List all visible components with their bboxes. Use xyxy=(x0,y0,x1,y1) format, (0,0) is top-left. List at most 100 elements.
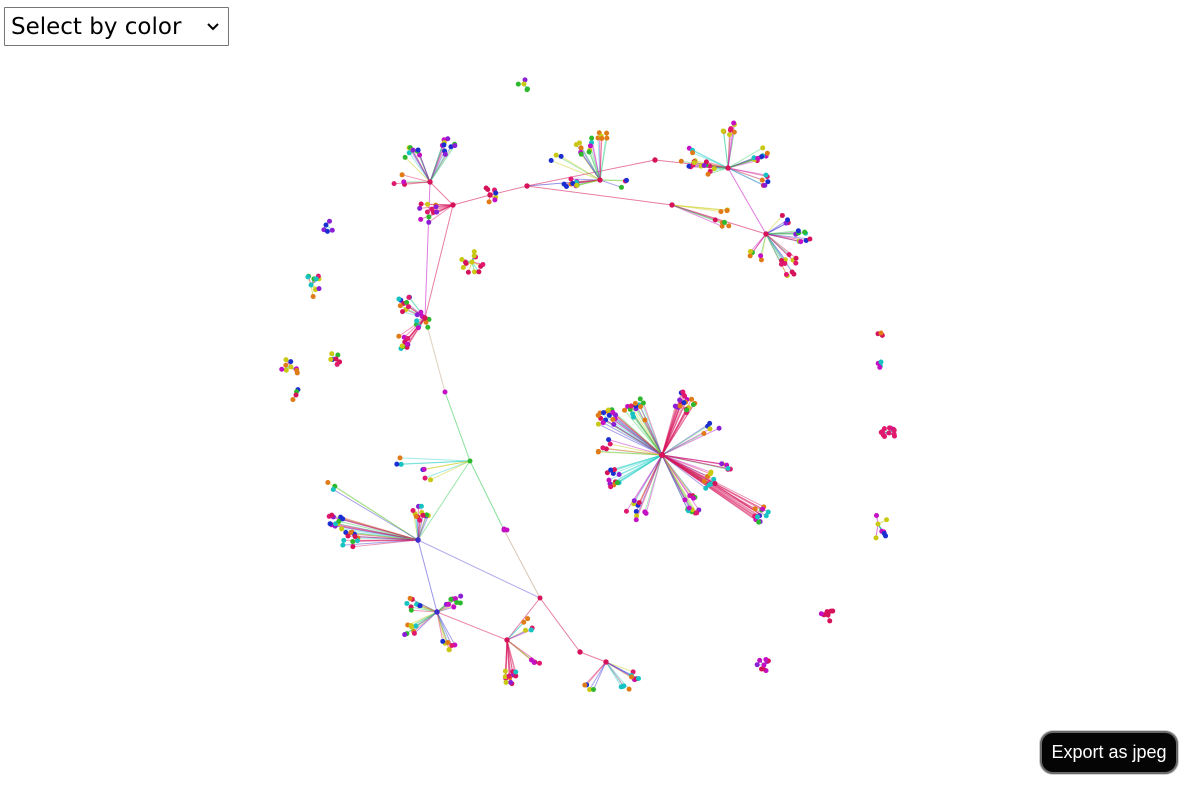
graph-node[interactable] xyxy=(760,145,766,151)
graph-node[interactable] xyxy=(548,157,554,163)
graph-node[interactable] xyxy=(712,481,718,487)
graph-node[interactable] xyxy=(762,182,768,188)
graph-node[interactable] xyxy=(677,403,683,409)
graph-node[interactable] xyxy=(756,519,762,525)
graph-node[interactable] xyxy=(422,315,428,321)
graph-node[interactable] xyxy=(686,505,692,511)
graph-node[interactable] xyxy=(597,177,603,183)
graph-node[interactable] xyxy=(415,537,421,543)
graph-node[interactable] xyxy=(608,484,614,490)
graph-node[interactable] xyxy=(424,209,430,215)
graph-node[interactable] xyxy=(323,222,329,228)
graph-node[interactable] xyxy=(399,172,405,178)
graph-node[interactable] xyxy=(701,478,707,484)
graph-node[interactable] xyxy=(726,223,732,229)
graph-node[interactable] xyxy=(537,595,543,601)
graph-node[interactable] xyxy=(701,431,707,437)
graph-node[interactable] xyxy=(761,662,767,668)
graph-node[interactable] xyxy=(418,309,424,315)
graph-node[interactable] xyxy=(568,176,574,182)
graph-node[interactable] xyxy=(394,461,400,467)
graph-node[interactable] xyxy=(607,441,613,447)
graph-node[interactable] xyxy=(426,219,432,225)
graph-node[interactable] xyxy=(875,521,881,527)
graph-node[interactable] xyxy=(396,333,402,339)
graph-node[interactable] xyxy=(633,508,639,514)
graph-node[interactable] xyxy=(449,642,455,648)
graph-node[interactable] xyxy=(553,152,559,158)
graph-node[interactable] xyxy=(728,126,734,132)
graph-node[interactable] xyxy=(418,216,424,222)
graph-node[interactable] xyxy=(288,359,294,365)
graph-node[interactable] xyxy=(779,258,785,263)
graph-node[interactable] xyxy=(604,135,610,141)
graph-node[interactable] xyxy=(758,253,764,259)
graph-node[interactable] xyxy=(467,458,473,464)
graph-node[interactable] xyxy=(731,129,737,135)
graph-node[interactable] xyxy=(472,269,478,275)
graph-node[interactable] xyxy=(763,513,769,519)
graph-node[interactable] xyxy=(528,627,534,633)
graph-node[interactable] xyxy=(760,506,766,512)
graph-node[interactable] xyxy=(417,603,423,609)
graph-node[interactable] xyxy=(884,517,890,523)
graph-node[interactable] xyxy=(705,171,711,177)
graph-node[interactable] xyxy=(404,341,410,347)
graph-node[interactable] xyxy=(283,357,289,363)
graph-node[interactable] xyxy=(802,229,808,235)
graph-node[interactable] xyxy=(587,143,593,149)
graph-node[interactable] xyxy=(458,593,464,599)
graph-node[interactable] xyxy=(689,396,695,402)
graph-node[interactable] xyxy=(690,150,696,156)
graph-node[interactable] xyxy=(407,595,413,601)
graph-node[interactable] xyxy=(465,269,471,275)
graph-node[interactable] xyxy=(642,417,648,423)
graph-node[interactable] xyxy=(725,466,731,472)
graph-node[interactable] xyxy=(706,482,712,488)
graph-node[interactable] xyxy=(352,534,358,540)
graph-node[interactable] xyxy=(408,623,414,629)
graph-node[interactable] xyxy=(410,508,416,514)
graph-node[interactable] xyxy=(422,475,428,481)
graph-node[interactable] xyxy=(640,400,646,406)
graph-node[interactable] xyxy=(759,177,765,183)
graph-node[interactable] xyxy=(878,330,884,336)
graph-node[interactable] xyxy=(703,159,709,165)
graph-node[interactable] xyxy=(335,352,341,358)
graph-node[interactable] xyxy=(279,366,285,372)
graph-node[interactable] xyxy=(417,152,423,158)
graph-node[interactable] xyxy=(402,154,408,160)
graph-node[interactable] xyxy=(406,294,412,300)
graph-node[interactable] xyxy=(459,257,465,263)
graph-node[interactable] xyxy=(724,208,730,214)
graph-node[interactable] xyxy=(636,500,642,506)
graph-node[interactable] xyxy=(441,142,447,148)
graph-node[interactable] xyxy=(578,145,584,151)
graph-node[interactable] xyxy=(493,190,499,196)
graph-node[interactable] xyxy=(440,638,446,644)
graph-node[interactable] xyxy=(521,619,527,625)
graph-node[interactable] xyxy=(652,157,658,163)
graph-node[interactable] xyxy=(417,205,423,211)
graph-node[interactable] xyxy=(501,526,507,532)
graph-node[interactable] xyxy=(425,201,431,207)
graph-node[interactable] xyxy=(610,470,616,476)
graph-node[interactable] xyxy=(452,143,458,149)
graph-node[interactable] xyxy=(434,609,440,615)
graph-node[interactable] xyxy=(450,202,456,208)
graph-node[interactable] xyxy=(463,260,469,266)
graph-node[interactable] xyxy=(451,604,457,610)
graph-node[interactable] xyxy=(442,389,448,395)
graph-node[interactable] xyxy=(877,364,883,370)
graph-node[interactable] xyxy=(486,199,492,205)
graph-node[interactable] xyxy=(283,362,289,368)
graph-node[interactable] xyxy=(350,539,356,545)
graph-node[interactable] xyxy=(707,426,713,432)
graph-node[interactable] xyxy=(677,397,683,403)
graph-node[interactable] xyxy=(747,253,753,259)
graph-node[interactable] xyxy=(686,163,692,169)
graph-node[interactable] xyxy=(404,299,410,305)
graph-node[interactable] xyxy=(410,147,416,153)
graph-node[interactable] xyxy=(487,192,493,198)
